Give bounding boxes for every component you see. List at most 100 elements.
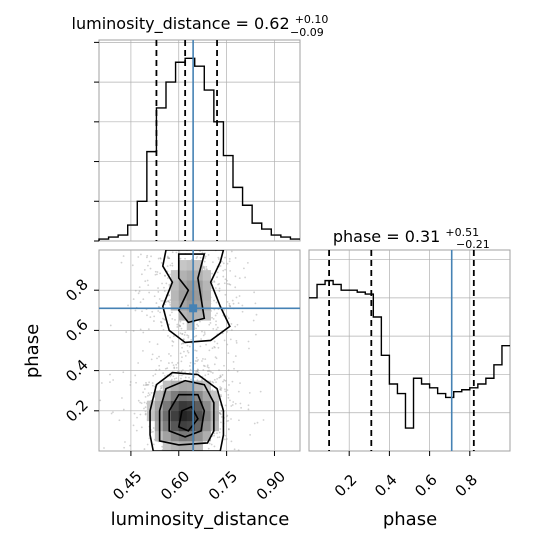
joint-density-pixel bbox=[210, 390, 219, 402]
x-tick-label-phase: 0.4 bbox=[371, 471, 401, 501]
joint-scatter-point bbox=[234, 355, 237, 357]
phase-title-sub: −0.21 bbox=[456, 238, 490, 251]
joint-scatter-point bbox=[238, 295, 241, 297]
joint-scatter-point bbox=[118, 419, 121, 422]
joint-scatter-point bbox=[144, 280, 147, 283]
joint-scatter-point bbox=[195, 356, 198, 359]
joint-scatter-point bbox=[197, 369, 200, 372]
joint-contour-line bbox=[168, 393, 206, 438]
joint-scatter-point bbox=[135, 381, 137, 384]
joint-scatter-point bbox=[216, 276, 218, 279]
joint-scatter-point bbox=[220, 395, 223, 398]
joint-scatter-point bbox=[173, 377, 176, 380]
joint-density-pixel bbox=[170, 440, 180, 451]
joint-scatter-point bbox=[213, 445, 216, 448]
joint-density-pixel bbox=[194, 260, 203, 271]
joint-density-pixel bbox=[194, 430, 203, 442]
ld-title-sup: +0.10 bbox=[295, 13, 329, 26]
joint-scatter-point bbox=[218, 290, 221, 292]
joint-scatter-point bbox=[161, 445, 164, 448]
joint-scatter-point bbox=[231, 299, 234, 302]
ld-title-main: luminosity_distance = 0.62 bbox=[72, 14, 290, 34]
joint-scatter-point bbox=[163, 290, 166, 293]
joint-contours bbox=[149, 250, 231, 451]
joint-scatter-point bbox=[169, 273, 171, 276]
joint-scatter-point bbox=[216, 342, 219, 345]
joint-density-pixel bbox=[146, 410, 156, 422]
joint-scatter-point bbox=[147, 383, 150, 386]
joint-scatter-point bbox=[224, 268, 227, 271]
joint-scatter-point bbox=[200, 338, 203, 340]
joint-scatter-point bbox=[234, 402, 237, 405]
joint-scatter-point bbox=[174, 319, 176, 321]
joint-truth-marker bbox=[99, 250, 300, 451]
joint-truth-marker-square bbox=[189, 304, 198, 313]
joint-contour-line bbox=[149, 371, 225, 451]
joint-scatter-point bbox=[252, 319, 255, 322]
joint-scatter-point bbox=[171, 262, 174, 265]
joint-scatter-point bbox=[222, 269, 225, 272]
joint-scatter-point bbox=[170, 378, 173, 381]
joint-scatter-point bbox=[230, 418, 232, 420]
joint-density-pixel bbox=[186, 290, 196, 301]
joint-scatter-point bbox=[248, 347, 250, 350]
joint-scatter-point bbox=[187, 336, 190, 339]
joint-scatter-point bbox=[171, 340, 174, 342]
joint-scatter-point bbox=[215, 357, 218, 360]
joint-scatter-point bbox=[158, 298, 161, 300]
joint-scatter-point bbox=[168, 294, 170, 297]
joint-scatter-point bbox=[144, 384, 147, 387]
joint-scatter-point bbox=[151, 310, 154, 313]
joint-scatter-point bbox=[228, 283, 231, 286]
joint-scatter-point bbox=[220, 416, 223, 418]
joint-density-pixel bbox=[202, 280, 211, 291]
joint-scatter-point bbox=[259, 390, 262, 393]
joint-scatter-point bbox=[156, 357, 158, 360]
joint-scatter-point bbox=[203, 365, 206, 368]
joint-scatter-point bbox=[139, 328, 142, 331]
joint-scatter-point bbox=[140, 402, 143, 405]
joint-scatter-point bbox=[195, 327, 197, 330]
joint-scatter-point bbox=[213, 378, 216, 381]
joint-scatter-point bbox=[147, 392, 150, 395]
joint-scatter-point bbox=[135, 429, 138, 432]
joint-scatter-point bbox=[214, 356, 217, 359]
joint-density-pixel bbox=[186, 430, 196, 442]
joint-scatter-point bbox=[169, 314, 171, 317]
joint-scatter-point bbox=[169, 299, 172, 301]
joint-scatter-point bbox=[190, 338, 193, 341]
joint-scatter-point bbox=[208, 349, 211, 352]
joint-scatter-point bbox=[226, 389, 229, 392]
joint-scatter-point bbox=[144, 406, 147, 409]
joint-scatter-point bbox=[137, 292, 140, 295]
joint-scatter-point bbox=[226, 331, 228, 333]
joint-scatter-point bbox=[143, 448, 146, 450]
joint-scatter-point bbox=[234, 325, 237, 328]
joint-scatter-point bbox=[210, 443, 213, 446]
joint-scatter-point bbox=[154, 270, 157, 273]
joint-scatter-point bbox=[211, 347, 214, 350]
joint-scatter-point bbox=[227, 352, 230, 355]
joint-scatter-point bbox=[213, 340, 216, 343]
joint-scatter-point bbox=[168, 257, 170, 260]
joint-density-pixel bbox=[154, 400, 164, 412]
joint-scatter-point bbox=[195, 370, 198, 372]
joint-scatter-point bbox=[157, 291, 160, 293]
joint-scatter-point bbox=[253, 422, 256, 425]
joint-scatter-point bbox=[186, 344, 189, 347]
joint-scatter-point bbox=[159, 257, 162, 259]
joint-scatter-point bbox=[193, 362, 196, 365]
joint-scatter-point bbox=[159, 311, 162, 314]
joint-scatter-point bbox=[137, 362, 140, 364]
joint-scatter-point bbox=[203, 333, 206, 335]
joint-scatter-point bbox=[204, 358, 207, 361]
joint-scatter-point bbox=[195, 372, 198, 375]
y-tick-label-phase: 0.4 bbox=[62, 356, 92, 386]
joint-scatter-point bbox=[214, 346, 216, 349]
joint-scatter-point bbox=[159, 320, 162, 323]
joint-scatter-point bbox=[149, 316, 152, 319]
joint-scatter-point bbox=[131, 264, 134, 267]
x-axis-label-luminosity-distance: luminosity_distance bbox=[111, 509, 290, 530]
joint-scatter-point bbox=[202, 369, 205, 371]
phase-title: phase = 0.31 +0.51 bbox=[333, 226, 479, 246]
